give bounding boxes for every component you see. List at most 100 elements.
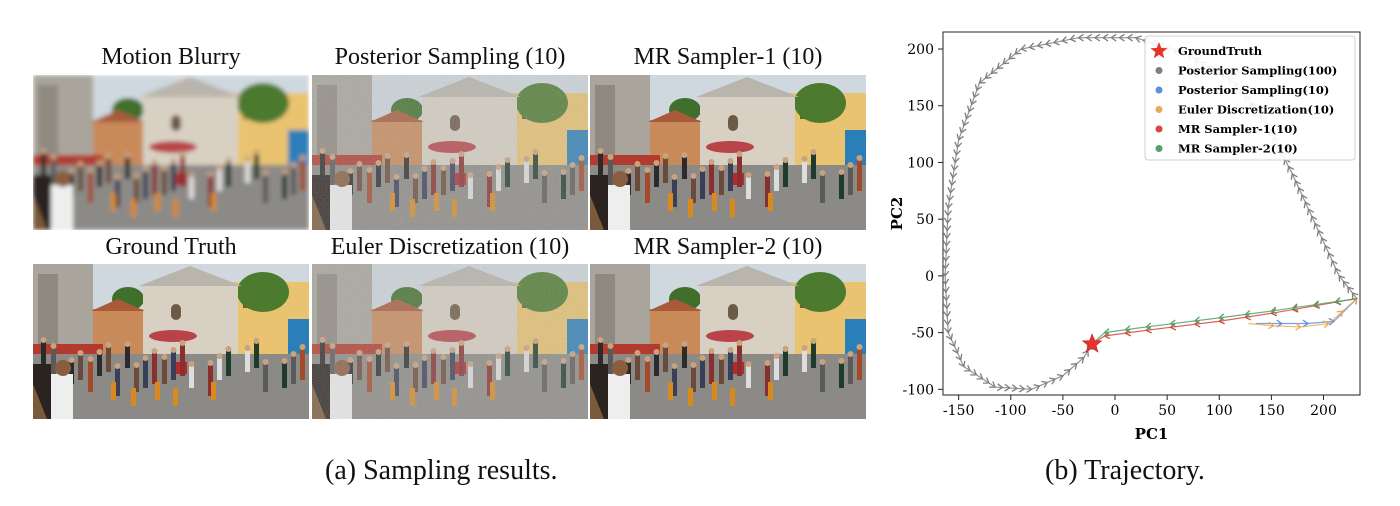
x-tick-label: 0 <box>1111 403 1120 419</box>
trajectory-arrow <box>1093 33 1101 42</box>
trajectory-arrow <box>959 126 967 134</box>
x-tick-label: -150 <box>943 403 974 419</box>
trajectory-arrow <box>945 202 953 209</box>
plot-area <box>943 33 1359 393</box>
trajectory-arrow <box>946 194 954 202</box>
trajectory-arrow <box>996 383 1004 392</box>
trajectory-arrow <box>944 209 952 217</box>
trajectory-arrow <box>1287 165 1295 173</box>
trajectory-arrow <box>947 187 956 194</box>
trajectory-arrow <box>1061 36 1068 44</box>
trajectory-arrow <box>943 232 951 240</box>
trajectory-arrow <box>1145 325 1152 334</box>
trajectory-arrow <box>1312 300 1320 309</box>
trajectory-arrow <box>1077 356 1085 364</box>
trajectory-arrow <box>958 360 966 368</box>
trajectory-arrow <box>1041 380 1049 388</box>
trajectory-arrow <box>943 240 951 247</box>
legend-label: MR Sampler-1(10) <box>1178 122 1298 136</box>
legend-label: MR Sampler-2(10) <box>1178 142 1298 156</box>
trajectory-arrow <box>964 364 972 372</box>
trajectory-arrow <box>1193 316 1201 325</box>
trajectory-arrow <box>1028 42 1036 51</box>
trajectory-arrow <box>956 133 964 141</box>
trajectory-arrow <box>996 62 1004 70</box>
trajectory-arrow <box>984 72 992 79</box>
trajectory-arrow <box>978 77 986 84</box>
trajectory-arrow <box>1291 303 1299 312</box>
trajectory-arrow <box>943 286 950 294</box>
trajectory-arrow <box>964 112 972 120</box>
trajectory-arrow <box>943 278 950 286</box>
trajectory-arrow <box>1044 39 1052 48</box>
series-5 <box>1091 297 1357 345</box>
trajectory-arrow <box>943 294 951 302</box>
trajectory-arrow <box>1334 297 1342 305</box>
trajectory-arrow <box>1145 322 1152 331</box>
trajectory-arrow <box>1290 172 1298 180</box>
trajectory-arrow <box>1342 280 1350 288</box>
trajectory-arrow <box>1056 373 1064 382</box>
x-tick-label: 100 <box>1206 403 1233 419</box>
trajectory-arrow <box>1063 368 1071 376</box>
trajectory-arrow <box>966 105 975 113</box>
trajectory-arrow <box>1320 237 1328 245</box>
trajectory-arrow <box>1218 313 1225 322</box>
legend-label: GroundTruth <box>1178 44 1263 58</box>
trajectory-arrow <box>1351 291 1359 299</box>
trajectory-arrow <box>1052 37 1060 46</box>
y-tick-label: 200 <box>907 42 934 58</box>
x-tick-label: -50 <box>1052 403 1075 419</box>
trajectory-arrow <box>953 149 961 157</box>
trajectory-arrow <box>1002 57 1010 65</box>
trajectory-arrow <box>1297 186 1305 195</box>
photo-euler-discretization <box>312 264 588 419</box>
trajectory-arrow <box>1312 301 1320 310</box>
trajectory-arrow <box>1085 33 1093 42</box>
trajectory-arrow <box>969 98 977 106</box>
trajectory-arrow <box>950 164 959 172</box>
trajectory-arrow <box>943 310 951 318</box>
trajectory-arrow <box>1069 34 1077 43</box>
trajectory-arrow <box>943 217 952 225</box>
trajectory-arrow <box>949 171 958 179</box>
trajectory-arrow <box>1310 215 1318 223</box>
y-tick-label: 100 <box>907 155 934 171</box>
panel-title-mr-sampler-2: MR Sampler-2 (10) <box>633 234 823 260</box>
trajectory-arrow <box>1313 222 1321 230</box>
caption-trajectory: (b) Trajectory. <box>1045 455 1205 486</box>
trajectory-arrow <box>1169 322 1177 331</box>
trajectory-arrow <box>944 327 952 334</box>
trajectory-arrow <box>943 319 952 326</box>
trajectory-arrow <box>1316 229 1324 237</box>
trajectory-arrow <box>982 377 990 384</box>
trajectory-arrow <box>943 270 950 278</box>
trajectory-arrow <box>1218 316 1225 325</box>
trajectory-arrow <box>1026 385 1033 393</box>
trajectory-arrow <box>948 340 957 348</box>
trajectory-arrow <box>955 353 963 361</box>
y-tick-label: 50 <box>916 212 934 228</box>
trajectory-arrow <box>1101 33 1109 42</box>
x-tick-label: 50 <box>1158 403 1176 419</box>
trajectory-arrow <box>1169 319 1177 328</box>
trajectory-arrow <box>1306 208 1315 216</box>
trajectory-arrow <box>1134 35 1142 43</box>
trajectory-arrow <box>976 373 984 380</box>
photo-mr-sampler-2 <box>590 264 866 419</box>
trajectory-arrow <box>1291 304 1299 313</box>
trajectory-arrow <box>1126 33 1133 42</box>
trajectory-arrow <box>1011 384 1019 393</box>
y-axis-label: PC2 <box>888 197 906 231</box>
trajectory-arrow <box>943 225 952 232</box>
legend-dot-marker <box>1155 145 1163 152</box>
x-tick-label: -100 <box>995 403 1026 419</box>
trajectory-arrow <box>990 67 998 75</box>
y-tick-label: -100 <box>903 382 934 398</box>
trajectory-arrow <box>1077 33 1084 42</box>
trajectory-arrow <box>1244 309 1251 318</box>
trajectory-arrow <box>1014 47 1022 55</box>
legend-dot-marker <box>1155 67 1163 74</box>
trajectory-arrow <box>1334 267 1342 275</box>
trajectory-arrow <box>951 156 960 164</box>
